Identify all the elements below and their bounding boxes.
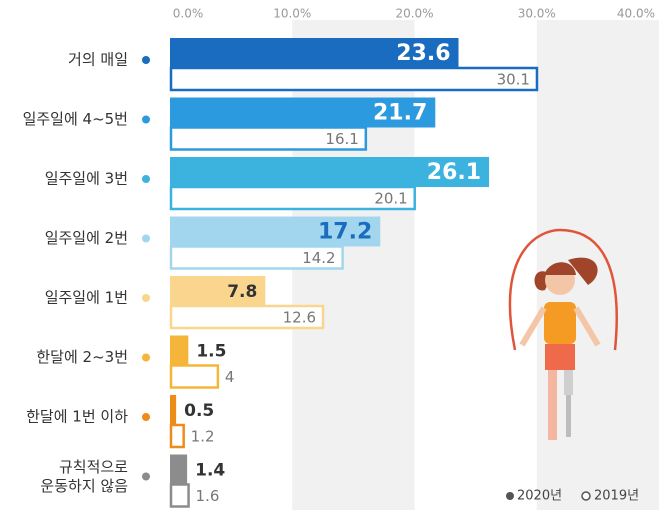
category-label: 일주일에 1번: [45, 289, 128, 307]
value-label: 0.5: [184, 401, 214, 421]
category-label: 한달에 1번 이하: [26, 408, 128, 426]
legend-label: 2020년: [517, 489, 562, 504]
value-label: 23.6: [396, 41, 450, 66]
value-label: 4: [225, 368, 235, 386]
bar: [169, 364, 220, 389]
value-label: 1.5: [196, 342, 226, 362]
category-label: 일주일에 4~5번: [23, 110, 128, 128]
category-dot: [142, 413, 150, 421]
category-dot: [142, 56, 150, 64]
value-label: 16.1: [325, 130, 358, 148]
value-label: 17.2: [318, 220, 372, 245]
value-label: 1.6: [196, 487, 220, 505]
bar: [169, 304, 325, 330]
legend-marker: [506, 492, 514, 500]
bar: [169, 245, 344, 270]
bar: [170, 157, 490, 187]
x-tick-label: 0.0%: [173, 7, 204, 21]
category-label: 거의 매일: [68, 51, 128, 69]
bar: [170, 335, 189, 366]
category-dot: [142, 175, 150, 183]
category-label: 규칙적으로 운동하지 않음: [40, 458, 128, 495]
bar: [169, 423, 185, 449]
value-label: 1.2: [191, 428, 215, 446]
category-label: 일주일에 2번: [45, 229, 128, 247]
value-label: 26.1: [427, 160, 481, 185]
bar: [170, 395, 177, 425]
bar: [169, 126, 368, 151]
value-label: 14.2: [302, 249, 335, 267]
legend-marker: [581, 491, 591, 501]
bar: [169, 483, 190, 508]
x-tick-label: 10.0%: [273, 7, 311, 21]
value-label: 21.7: [373, 101, 427, 126]
bar: [169, 66, 539, 92]
bar: [170, 38, 459, 68]
x-tick-label: 30.0%: [518, 7, 556, 21]
value-label: 12.6: [283, 309, 316, 327]
category-dot: [142, 294, 150, 302]
value-label: 20.1: [374, 190, 407, 208]
value-label: 30.1: [497, 71, 530, 89]
category-dot: [142, 234, 150, 243]
legend-label: 2019년: [594, 489, 639, 504]
value-label: 7.8: [227, 282, 257, 302]
category-dot: [142, 472, 150, 481]
category-label: 한달에 2~3번: [36, 348, 128, 366]
category-dot: [142, 353, 150, 362]
bar: [170, 216, 381, 247]
bar: [170, 454, 188, 485]
illustration: [508, 228, 618, 440]
category-dot: [142, 115, 150, 124]
value-label: 1.4: [195, 461, 225, 481]
x-tick-label: 20.0%: [395, 7, 433, 21]
x-tick-label: 40.0%: [617, 7, 655, 21]
bar: [170, 276, 266, 306]
bar: [170, 97, 436, 128]
bar: [169, 185, 416, 211]
category-label: 일주일에 3번: [45, 170, 128, 188]
